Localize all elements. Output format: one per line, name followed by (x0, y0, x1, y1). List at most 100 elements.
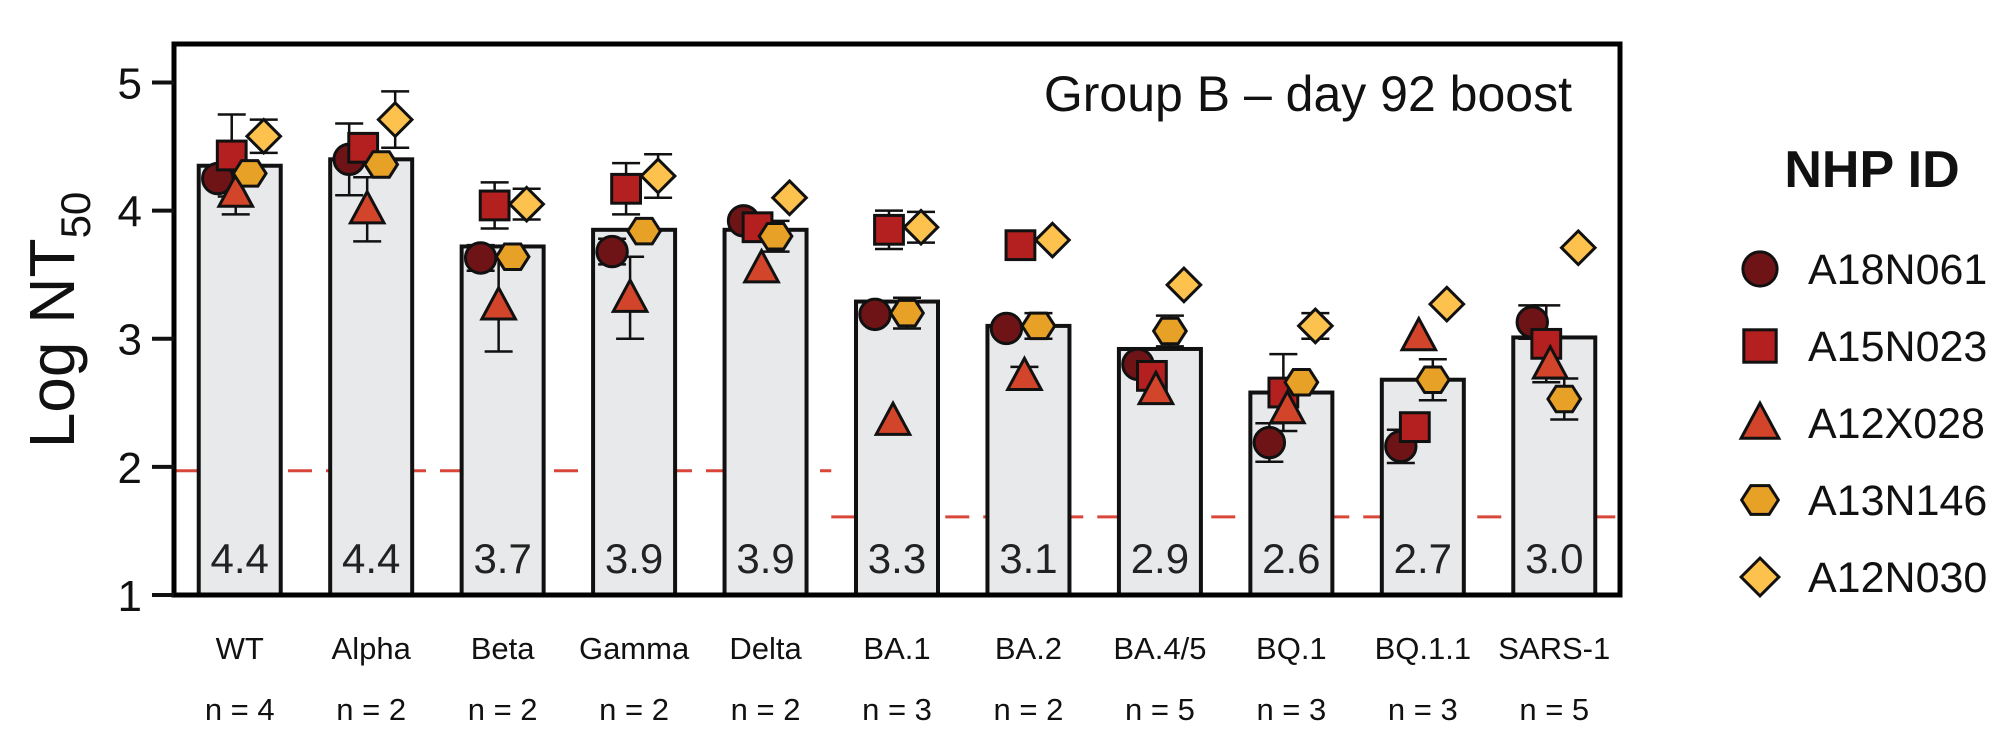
legend-marker-square (1742, 328, 1778, 364)
plot-frame (171, 41, 1623, 598)
point-diamond (1296, 306, 1335, 345)
y-tick-label: 5 (118, 59, 142, 108)
n-label: n = 3 (862, 692, 932, 727)
point-circle (858, 297, 892, 332)
legend-label: A13N146 (1808, 477, 1987, 525)
point-triangle (1399, 315, 1439, 352)
legend-label: A12X028 (1808, 400, 1985, 448)
point-triangle (1268, 388, 1307, 425)
x-axis: WT n = 4 Alpha n = 2 Beta n = 2 Gamma n = 2 Delt… (205, 631, 1610, 727)
bar-1 (328, 157, 415, 597)
n-label: n = 2 (599, 692, 669, 727)
point-diamond (507, 185, 546, 224)
x-tick-label: Alpha (332, 631, 412, 666)
point-hexagon (1151, 316, 1189, 346)
x-tick-label: WT (216, 631, 264, 666)
bar-8 (1248, 390, 1335, 597)
n-label: n = 3 (1388, 692, 1458, 727)
chart-title: Group B – day 92 boost (1044, 66, 1572, 122)
point-diamond (770, 178, 809, 217)
point-triangle (610, 276, 650, 313)
point-square (873, 213, 905, 246)
point-diamond (1427, 285, 1466, 324)
y-tick-label: 3 (118, 316, 142, 365)
point-triangle (742, 247, 781, 284)
point-circle (1252, 425, 1287, 460)
point-square (1398, 411, 1431, 444)
x-tick-label: BA.4/5 (1113, 631, 1206, 666)
bar-value-label: 3.3 (868, 535, 926, 582)
point-diamond (902, 208, 940, 247)
legend-label: A15N023 (1808, 323, 1987, 371)
x-tick-label: Delta (729, 631, 802, 666)
point-triangle (1005, 355, 1044, 391)
point-hexagon (625, 216, 663, 246)
bar-value-labels: 4.4 4.4 3.7 3.9 3.9 3.3 3.1 2.9 2.6 2.7 3.0 (211, 535, 1584, 582)
y-tick-label: 1 (118, 572, 142, 621)
bar-value-label: 3.1 (999, 535, 1057, 582)
point-diamond (639, 157, 678, 195)
point-hexagon (1546, 384, 1583, 414)
bar-value-label: 3.0 (1525, 535, 1583, 582)
legend-marker-diamond (1738, 555, 1782, 599)
x-tick-label: SARS-1 (1498, 631, 1610, 666)
legend: NHP ID A18N061 A15N023 A12X028 A13N146 A12N0… (1738, 141, 1987, 602)
legend-marker-circle (1741, 250, 1779, 288)
x-tick-label: Gamma (579, 631, 690, 666)
point-square (215, 139, 248, 172)
legend-title: NHP ID (1784, 141, 1959, 199)
point-square (610, 172, 642, 205)
point-hexagon (757, 221, 794, 251)
x-tick-label: BQ.1 (1256, 631, 1327, 666)
legend-label: A18N061 (1808, 246, 1987, 294)
point-triangle (1530, 343, 1570, 380)
data-points (201, 100, 1598, 464)
n-label: n = 4 (205, 692, 275, 727)
legend-label: A12N030 (1808, 554, 1987, 602)
point-triangle (216, 171, 256, 208)
y-axis-label-subscript: 50 (52, 192, 99, 239)
point-circle (989, 311, 1024, 346)
point-triangle (347, 188, 387, 225)
n-label: n = 2 (731, 692, 801, 727)
n-label: n = 2 (336, 692, 406, 727)
y-tick-label: 4 (118, 188, 142, 237)
point-square (1004, 229, 1037, 262)
point-hexagon (231, 159, 268, 188)
bar-value-label: 3.9 (736, 535, 794, 582)
point-hexagon (1020, 311, 1057, 341)
threshold-lines (174, 469, 1620, 519)
bar-value-label: 2.7 (1394, 535, 1452, 582)
point-circle (463, 241, 498, 275)
bar-value-label: 3.7 (473, 535, 531, 582)
y-axis-label-main: Log NT (16, 238, 88, 448)
x-tick-label: BQ.1.1 (1375, 631, 1472, 666)
point-hexagon (494, 242, 531, 271)
point-hexagon (1414, 365, 1451, 394)
point-diamond (1559, 228, 1598, 267)
bar-value-label: 2.6 (1262, 535, 1320, 582)
x-tick-label: Beta (471, 631, 536, 666)
bar-value-label: 3.9 (605, 535, 663, 582)
point-hexagon (888, 298, 926, 328)
n-label: n = 2 (994, 692, 1064, 727)
bar-10 (1511, 335, 1598, 597)
x-tick-label: BA.1 (863, 631, 930, 666)
y-axis-label: Log NT50 (16, 192, 99, 449)
point-circle (595, 234, 629, 269)
point-triangle (479, 284, 518, 321)
y-axis: 1 2 3 4 5 (118, 59, 174, 621)
point-diamond (1164, 265, 1203, 304)
n-label: n = 2 (468, 692, 538, 727)
legend-marker-hexagon (1739, 484, 1781, 516)
point-diamond (376, 100, 415, 139)
n-label: n = 5 (1125, 692, 1195, 727)
x-tick-label: BA.2 (995, 631, 1062, 666)
point-hexagon (1283, 368, 1320, 397)
n-label: n = 3 (1256, 692, 1326, 727)
point-triangle (1136, 369, 1176, 406)
point-triangle (873, 399, 913, 436)
point-hexagon (363, 150, 400, 179)
y-tick-label: 2 (118, 444, 142, 493)
